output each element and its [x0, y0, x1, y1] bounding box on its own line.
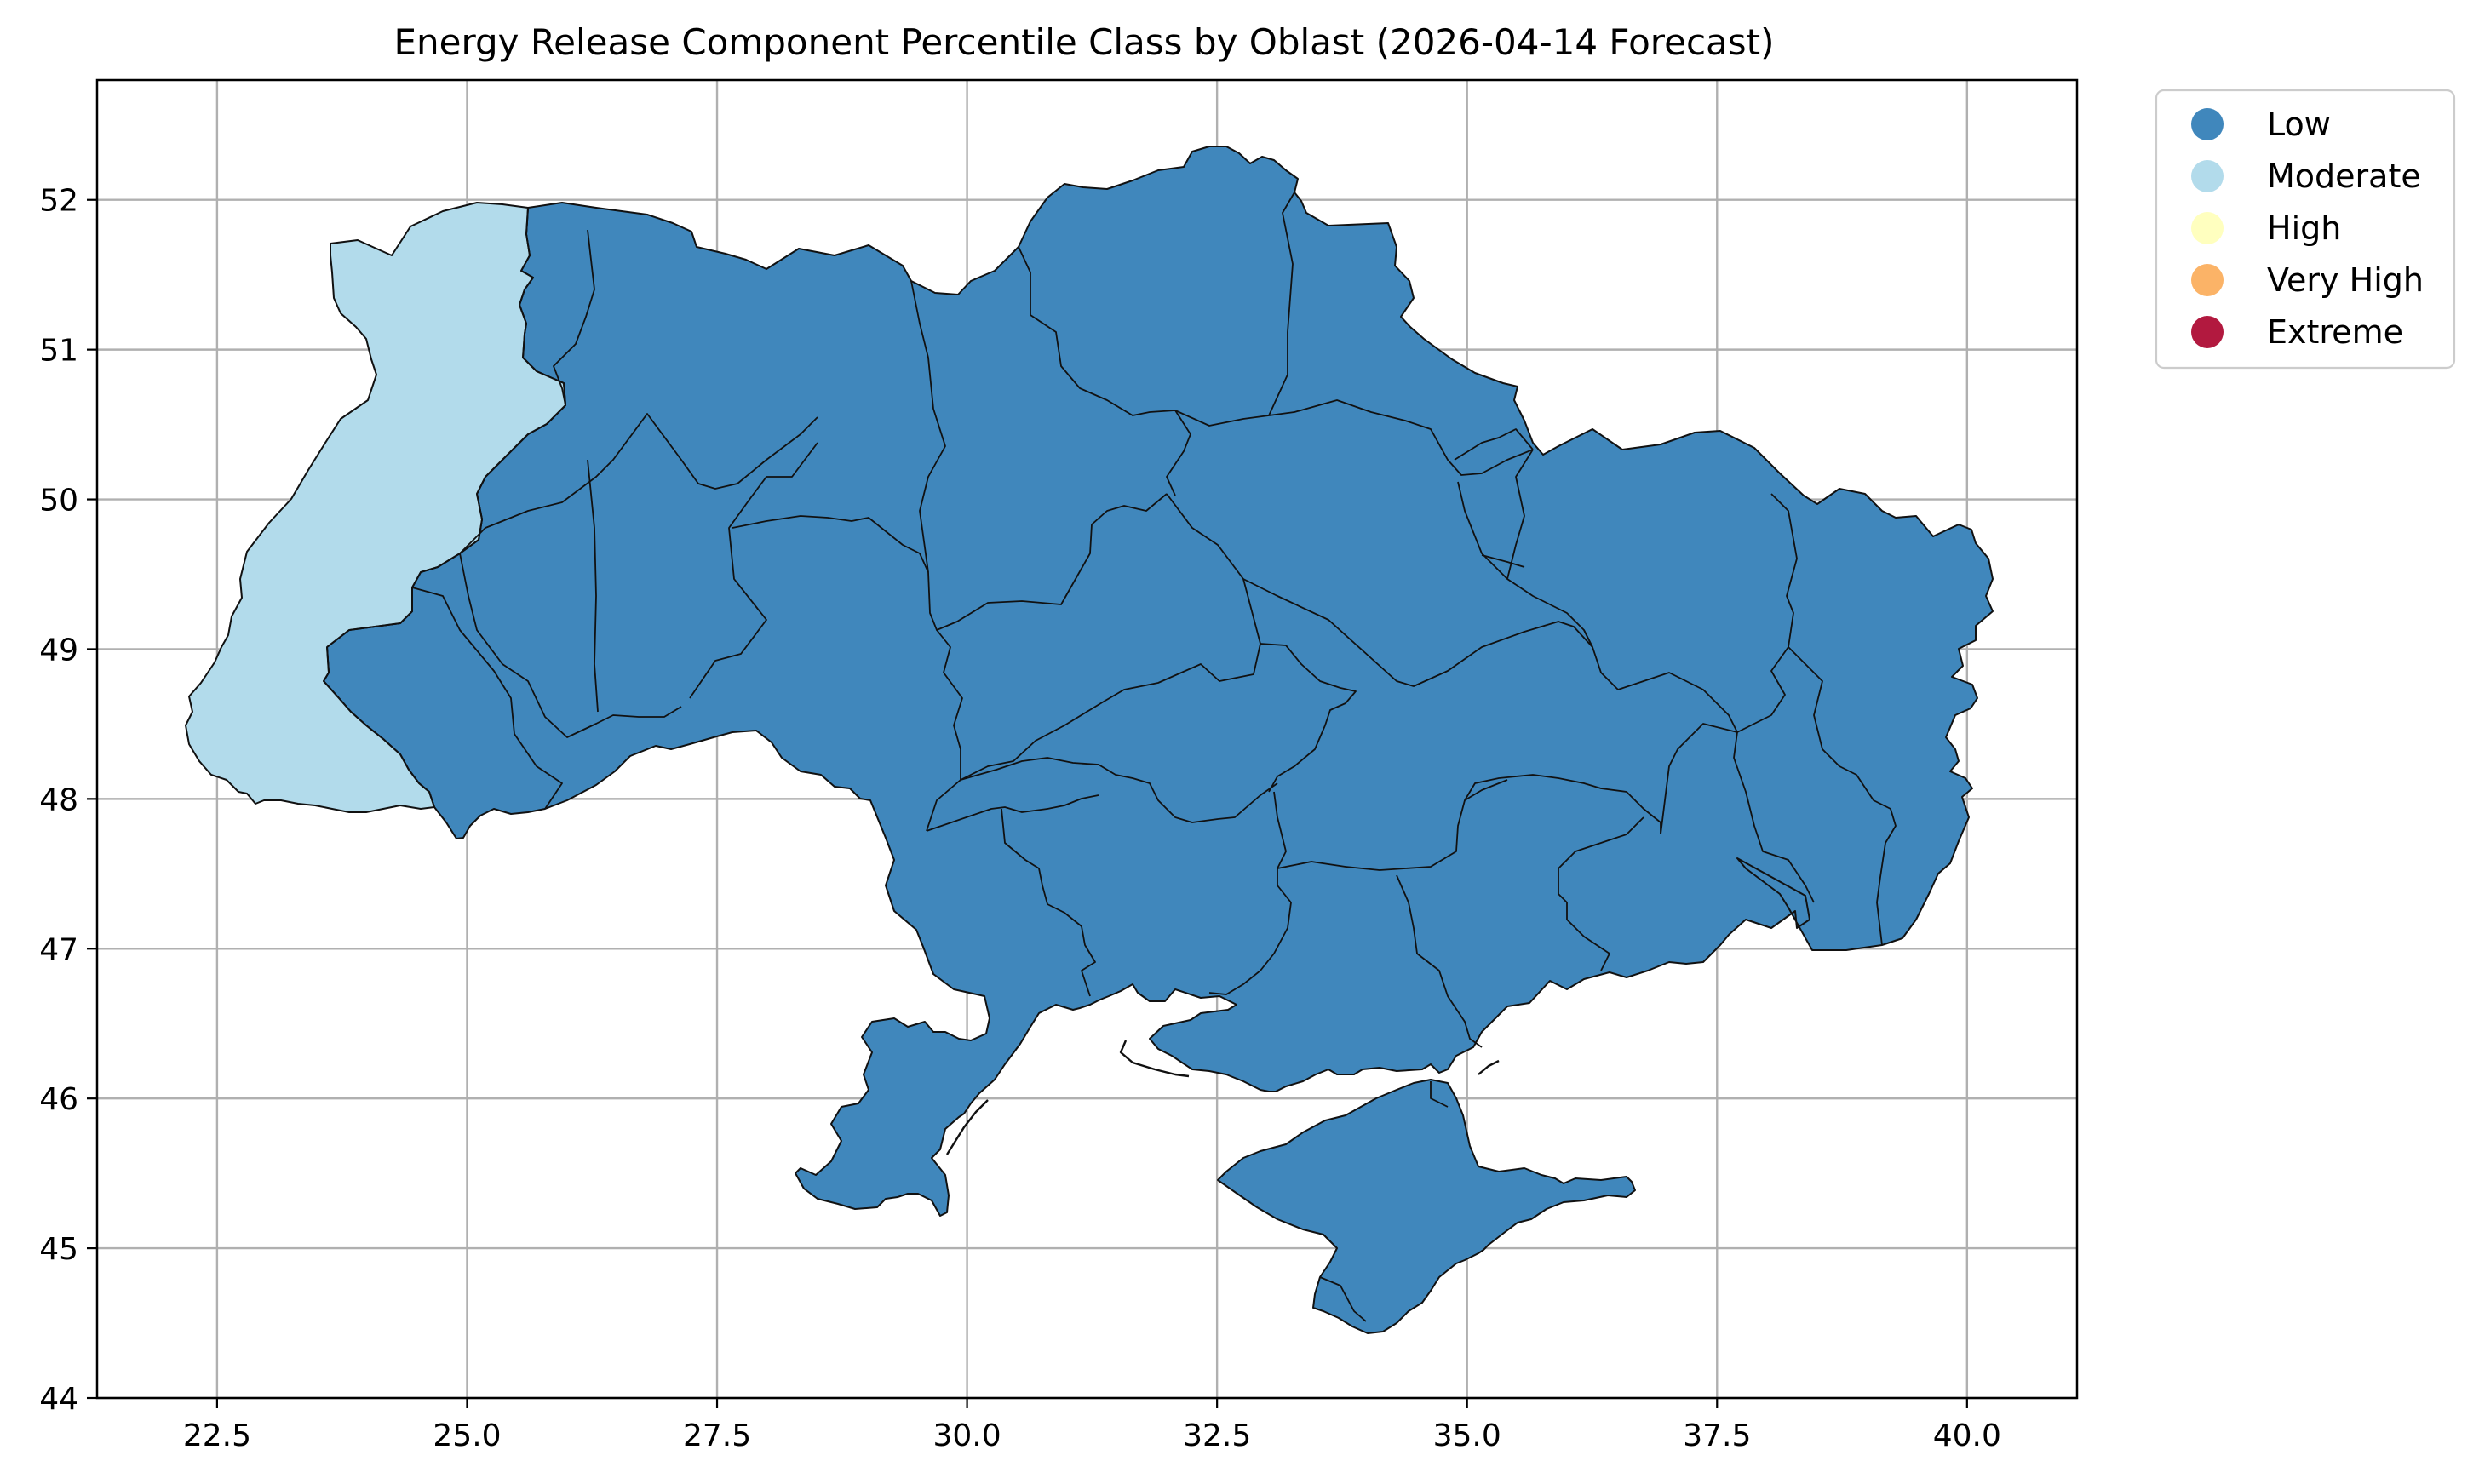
x-tick-label: 25.0: [433, 1418, 501, 1453]
region-low-crimea[interactable]: [1217, 1079, 1636, 1334]
legend-marker: [2191, 316, 2224, 348]
arabat-spit: [1119, 1040, 1190, 1078]
oblast-borders: [323, 192, 1897, 1322]
y-tick-label: 44: [39, 1382, 78, 1417]
x-axis-ticks: 22.5 25.0 27.5 30.0 32.5 35.0 37.5 40.0: [183, 1398, 2001, 1453]
legend-label: Extreme: [2267, 313, 2403, 351]
axes-frame: [95, 78, 2079, 1400]
x-tick-label: 35.0: [1433, 1418, 1501, 1453]
y-tick-label: 46: [39, 1082, 78, 1117]
legend-box: [2155, 89, 2456, 370]
legend-label: High: [2267, 209, 2341, 247]
y-tick-label: 52: [39, 184, 78, 219]
legend: Low Moderate High Very High Extreme: [2155, 89, 2456, 370]
x-tick-label: 30.0: [933, 1418, 1001, 1453]
x-tick-label: 32.5: [1183, 1418, 1251, 1453]
y-axis-ticks: 44 45 46 47 48 49 50 51 52: [39, 184, 97, 1417]
legend-marker: [2191, 108, 2224, 140]
y-tick-label: 48: [39, 782, 78, 817]
region-low-mainland[interactable]: [323, 146, 1994, 1217]
kinburn-spit: [945, 1099, 989, 1155]
legend-marker: [2191, 160, 2224, 192]
x-tick-label: 22.5: [183, 1418, 251, 1453]
x-tick-label: 40.0: [1933, 1418, 2001, 1453]
y-tick-label: 45: [39, 1232, 78, 1267]
y-tick-label: 49: [39, 633, 78, 668]
y-tick-label: 47: [39, 932, 78, 967]
map-title: Energy Release Component Percentile Clas…: [393, 21, 1774, 63]
x-tick-label: 37.5: [1683, 1418, 1751, 1453]
legend-label: Low: [2267, 106, 2331, 143]
tuzla-coast: [1478, 1059, 1500, 1075]
y-tick-label: 51: [39, 334, 78, 369]
y-tick-label: 50: [39, 484, 78, 519]
legend-marker: [2191, 264, 2224, 296]
legend-label: Very High: [2267, 261, 2424, 299]
ukraine-map: [185, 146, 1994, 1334]
legend-label: Moderate: [2267, 158, 2421, 195]
x-tick-label: 27.5: [683, 1418, 751, 1453]
legend-marker: [2191, 212, 2224, 244]
